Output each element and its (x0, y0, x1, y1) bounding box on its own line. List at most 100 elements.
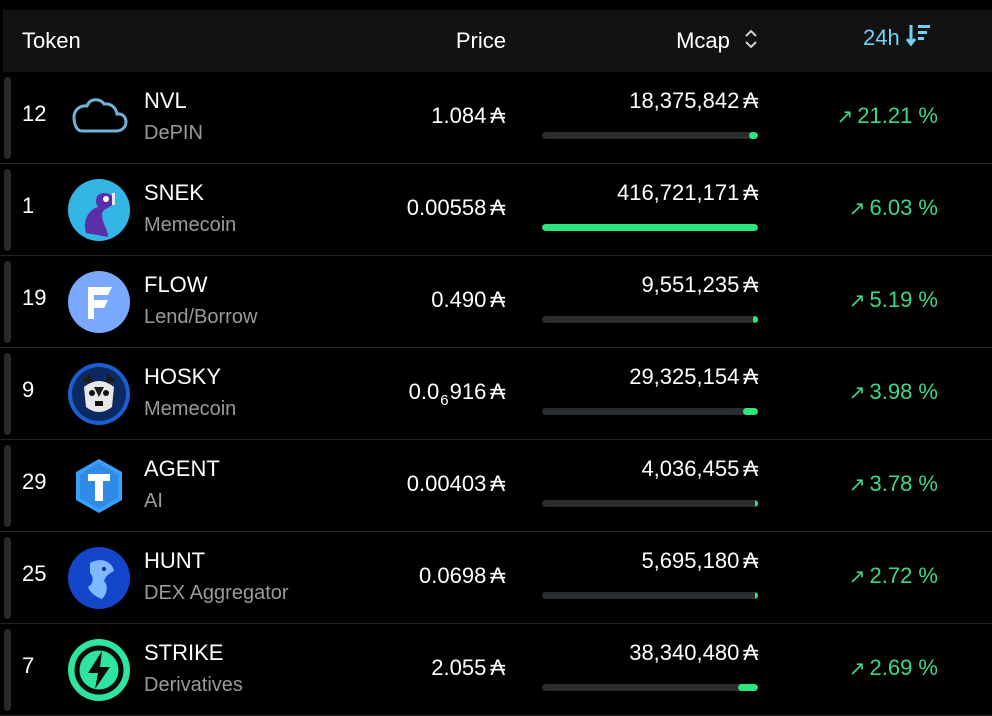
token-rank: 19 (22, 285, 47, 310)
ada-currency-icon: ₳ (490, 103, 505, 128)
ada-currency-icon: ₳ (743, 180, 758, 205)
token-name[interactable]: STRIKE (144, 640, 224, 665)
change-value: 2.69 % (869, 655, 939, 680)
mcap-value: 416,721,171 (616, 180, 740, 205)
mcap-column-header[interactable]: Mcap (603, 28, 758, 56)
mcap-progress-fill (742, 408, 758, 415)
token-name[interactable]: HUNT (144, 548, 206, 573)
ada-currency-icon: ₳ (743, 640, 758, 665)
token-mcap: 29,325,154 ₳ (560, 364, 758, 390)
row-indicator (4, 261, 11, 343)
change-header-label: 24h (863, 25, 900, 50)
token-name[interactable]: AGENT (144, 456, 220, 481)
trend-up-icon: ↗ (848, 290, 866, 312)
trend-up-icon: ↗ (848, 382, 866, 404)
ada-currency-icon: ₳ (490, 563, 505, 588)
price-change-24h: ↗ 3.78 % (790, 471, 938, 497)
token-price: 0.06916 ₳ (340, 379, 505, 409)
mcap-progress-fill (754, 500, 758, 507)
token-name[interactable]: FLOW (144, 272, 208, 297)
token-price: 0.0698 ₳ (340, 563, 505, 589)
hunt-logo (68, 547, 130, 609)
mcap-progress-bar (542, 132, 758, 139)
token-mcap: 4,036,455 ₳ (560, 456, 758, 482)
token-row[interactable]: 1 SNEK Memecoin 0.00558 ₳ 416,721,171 ₳ ↗ 6… (0, 165, 992, 256)
price-change-24h: ↗ 5.19 % (790, 287, 938, 313)
token-column-header[interactable]: Token (22, 28, 81, 53)
token-category: AI (144, 490, 163, 512)
token-category: DePIN (144, 122, 203, 144)
token-price: 0.00558 ₳ (340, 195, 505, 221)
mcap-progress-bar (542, 592, 758, 599)
token-mcap: 416,721,171 ₳ (560, 180, 758, 206)
token-row[interactable]: 9 HOSKY Memecoin 0.06916 ₳ 29,325,154 ₳ ↗ 3… (0, 349, 992, 440)
price-change-24h: ↗ 2.69 % (790, 655, 938, 681)
price-value: 0.00558 (406, 195, 487, 220)
token-row[interactable]: 12 NVL DePIN 1.084 ₳ 18,375,842 ₳ ↗ 21.21 % (0, 73, 992, 164)
change-value: 6.03 % (869, 195, 939, 220)
mcap-progress-fill (738, 684, 758, 691)
change-value: 2.72 % (869, 563, 939, 588)
row-indicator (4, 629, 11, 711)
change-value: 5.19 % (869, 287, 939, 312)
token-row[interactable]: 29 AGENT AI 0.00403 ₳ 4,036,455 ₳ ↗ 3.78 % (0, 441, 992, 532)
token-price: 0.490 ₳ (340, 287, 505, 313)
mcap-progress-bar (542, 500, 758, 507)
token-mcap: 18,375,842 ₳ (560, 88, 758, 114)
token-rank: 25 (22, 561, 47, 586)
table-header: Token Price Mcap 24h (3, 10, 992, 72)
ada-currency-icon: ₳ (490, 379, 505, 404)
token-mcap: 5,695,180 ₳ (560, 548, 758, 574)
token-rank: 12 (22, 101, 47, 126)
token-row[interactable]: 25 HUNT DEX Aggregator 0.0698 ₳ 5,695,180… (0, 533, 992, 624)
token-name[interactable]: HOSKY (144, 364, 222, 389)
mcap-header-label: Mcap (676, 28, 730, 53)
token-name[interactable]: SNEK (144, 180, 204, 205)
token-row[interactable]: 19 FLOW Lend/Borrow 0.490 ₳ 9,551,235 ₳ ↗ 5… (0, 257, 992, 348)
mcap-progress-bar (542, 408, 758, 415)
agent-logo (68, 455, 130, 517)
row-divider (0, 347, 992, 348)
ada-currency-icon: ₳ (743, 548, 758, 573)
row-indicator (4, 353, 11, 435)
ada-currency-icon: ₳ (490, 471, 505, 496)
change-value: 3.78 % (869, 471, 939, 496)
mcap-progress-fill (748, 132, 758, 139)
price-column-header[interactable]: Price (455, 28, 506, 53)
strike-logo (68, 639, 130, 701)
cloud-icon (68, 87, 130, 149)
row-indicator (4, 169, 11, 251)
token-mcap: 38,340,480 ₳ (560, 640, 758, 666)
row-divider (0, 623, 992, 624)
change-value: 21.21 % (857, 103, 938, 128)
change-24h-column-header[interactable]: 24h (863, 22, 932, 54)
token-category: Memecoin (144, 398, 237, 420)
price-value: 1.084 (431, 103, 487, 128)
token-rank: 29 (22, 469, 47, 494)
row-indicator (4, 537, 11, 619)
row-divider (0, 439, 992, 440)
sort-updown-icon[interactable] (744, 28, 758, 56)
token-row[interactable]: 7 STRIKE Derivatives 2.055 ₳ 38,340,480 ₳ … (0, 625, 992, 716)
ada-currency-icon: ₳ (743, 364, 758, 389)
price-value: 0.490 (431, 287, 487, 312)
price-change-24h: ↗ 3.98 % (790, 379, 938, 405)
price-value: 2.055 (431, 655, 487, 680)
row-indicator (4, 77, 11, 159)
price-value: 0.06916 (408, 379, 487, 409)
mcap-progress-fill (754, 592, 758, 599)
price-change-24h: ↗ 21.21 % (790, 103, 939, 129)
sort-descending-icon[interactable] (905, 22, 932, 54)
token-price: 1.084 ₳ (340, 103, 505, 129)
token-rank: 7 (22, 653, 35, 678)
trend-up-icon: ↗ (848, 474, 866, 496)
hosky-logo (68, 363, 130, 425)
mcap-value: 29,325,154 (629, 364, 740, 389)
flow-logo (68, 271, 130, 333)
token-category: Lend/Borrow (144, 306, 258, 328)
token-name[interactable]: NVL (144, 88, 187, 113)
ada-currency-icon: ₳ (743, 272, 758, 297)
token-category: DEX Aggregator (144, 582, 289, 604)
price-value: 0.00403 (406, 471, 487, 496)
trend-up-icon: ↗ (836, 106, 854, 128)
